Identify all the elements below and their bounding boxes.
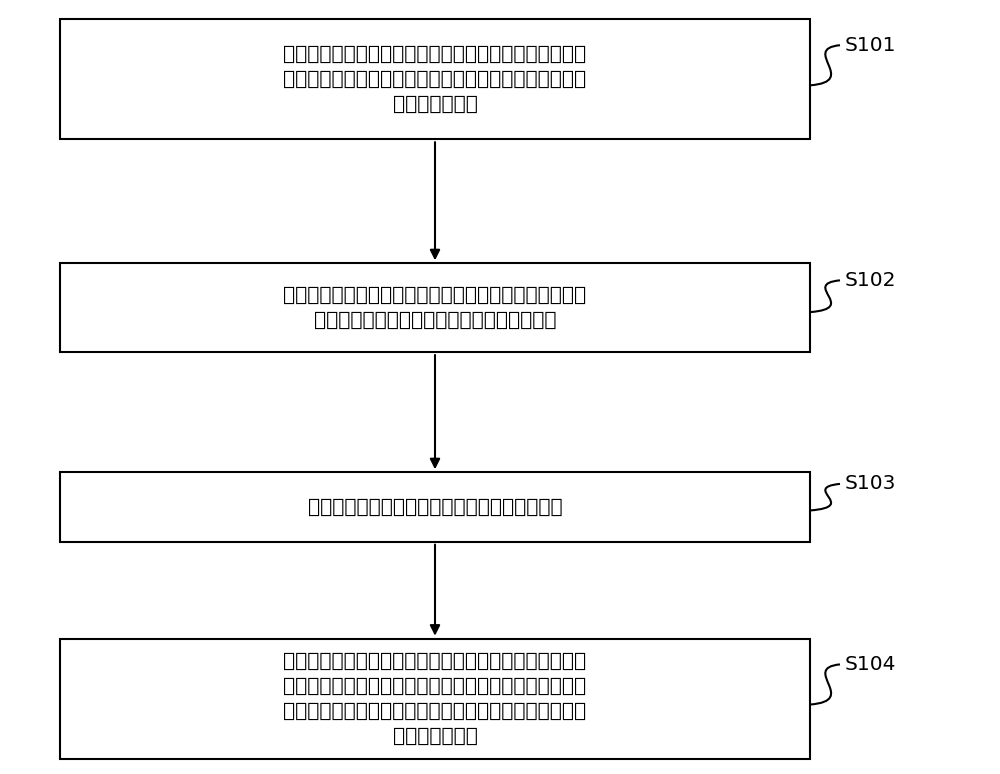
Text: S101: S101	[845, 36, 897, 55]
Text: S102: S102	[845, 271, 897, 289]
Text: S103: S103	[845, 474, 896, 493]
FancyBboxPatch shape	[60, 639, 810, 759]
Text: 如果是，则根据期望值对多个波束进行排序，并根据排序
结果依序向终端设备发送波束对应的参考信号，以及根据
该参考信号对波束进行测量，以便根据测量结果选择终端
设备: 如果是，则根据期望值对多个波束进行排序，并根据排序 结果依序向终端设备发送波束对…	[283, 652, 587, 745]
FancyBboxPatch shape	[60, 19, 810, 139]
Text: 判断标准差是否小于等于预设的最大标准差阈值: 判断标准差是否小于等于预设的最大标准差阈值	[308, 498, 562, 516]
FancyBboxPatch shape	[60, 472, 810, 542]
Text: 获取每个波束对应的概率分布值，并根据概率分布值对多
个波束进行排序，以及根据波束的排序进行物理层参考信
号接收功率测量: 获取每个波束对应的概率分布值，并根据概率分布值对多 个波束进行排序，以及根据波束…	[283, 45, 587, 114]
Text: S104: S104	[845, 655, 897, 674]
FancyBboxPatch shape	[60, 263, 810, 352]
Text: 根据测量结果更新每个波束对应的概率分布值，并根据更
新后的概率分布值计算对应的标准差和期望值: 根据测量结果更新每个波束对应的概率分布值，并根据更 新后的概率分布值计算对应的标…	[283, 286, 587, 330]
